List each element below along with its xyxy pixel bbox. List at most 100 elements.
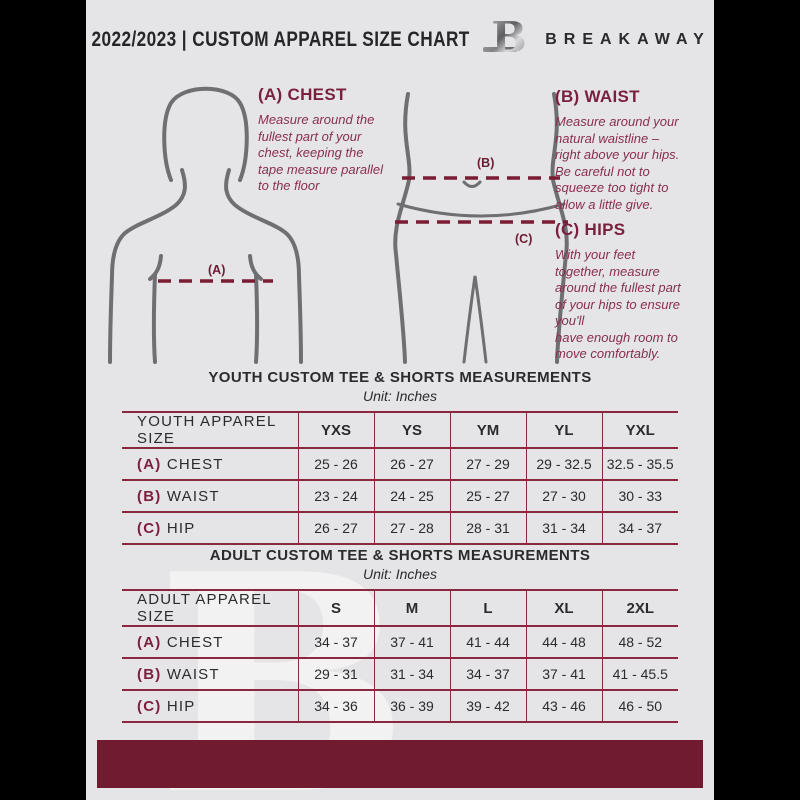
hips-instruction-body: With your feet together, measure around … (555, 247, 681, 361)
lower-torso-figure (393, 92, 569, 364)
adult-hip-row: (C) HIP 34 - 36 36 - 39 39 - 42 43 - 46 … (122, 689, 678, 723)
row-label-name: HIP (166, 519, 196, 537)
youth-col-header-size: YOUTH APPAREL SIZE (122, 411, 298, 448)
table-cell: 41 - 45.5 (601, 657, 678, 690)
row-label-prefix: (A) (137, 633, 162, 651)
figure-inner-legs (462, 275, 488, 364)
chest-instruction-body: Measure around the fullest part of your … (258, 112, 384, 193)
table-cell: 44 - 48 (525, 625, 602, 658)
chest-instruction-heading: (A) CHEST (258, 85, 347, 104)
table-cell: 46 - 50 (601, 689, 678, 723)
figure-label-waist: (B) (477, 156, 495, 170)
adult-col-header-s: S (297, 589, 374, 626)
footer-maroon-bar (97, 740, 703, 788)
row-label-prefix: (B) (137, 665, 162, 683)
adult-waist-row: (B) WAIST 29 - 31 31 - 34 34 - 37 37 - 4… (122, 657, 678, 690)
figure-right-armpit-side (248, 254, 263, 364)
header-title-wrap: 2022/2023 | CUSTOM APPAREL SIZE CHART (89, 28, 471, 52)
adult-col-header-size: ADULT APPAREL SIZE (122, 589, 298, 626)
adult-table-title: ADULT CUSTOM TEE & SHORTS MEASUREMENTS (209, 547, 591, 564)
youth-col-header-yxl: YXL (601, 411, 678, 448)
row-label-name: WAIST (166, 487, 220, 505)
youth-table-unit: Unit: Inches (363, 388, 437, 404)
figure-hip-curve (396, 202, 566, 218)
table-cell: 23 - 24 (297, 479, 374, 512)
logo-bar (483, 47, 518, 52)
table-cell: 34 - 37 (449, 657, 526, 690)
logo-letter: B (491, 13, 527, 62)
row-label-name: CHEST (166, 455, 224, 473)
table-cell: 27 - 28 (373, 511, 450, 545)
youth-col-header-yl: YL (525, 411, 602, 448)
upper-torso-figure (108, 86, 303, 364)
row-label-prefix: (C) (137, 519, 162, 537)
table-cell: 28 - 31 (449, 511, 526, 545)
row-label: (A) CHEST (122, 447, 298, 480)
table-cell: 25 - 27 (449, 479, 526, 512)
figure-label-chest: (A) (208, 263, 226, 277)
table-cell: 24 - 25 (373, 479, 450, 512)
table-cell: 30 - 33 (601, 479, 678, 512)
table-cell: 27 - 29 (449, 447, 526, 480)
figure-belly-button (462, 180, 482, 188)
header: 2022/2023 | CUSTOM APPAREL SIZE CHART B … (86, 0, 714, 80)
row-label: (B) WAIST (122, 479, 298, 512)
youth-size-table: YOUTH APPAREL SIZE YXS YS YM YL YXL (A) … (122, 411, 678, 545)
table-cell: 26 - 27 (373, 447, 450, 480)
flyer-page: B 2022/2023 | CUSTOM APPAREL SIZE CHART … (86, 0, 714, 800)
youth-hip-row: (C) HIP 26 - 27 27 - 28 28 - 31 31 - 34 … (122, 511, 678, 545)
table-cell: 31 - 34 (373, 657, 450, 690)
figure-right-shoulder-arm (224, 168, 303, 364)
adult-col-header-2xl: 2XL (601, 589, 678, 626)
figure-right-waist-hip-leg (550, 92, 569, 364)
table-cell: 37 - 41 (525, 657, 602, 690)
youth-waist-row: (B) WAIST 23 - 24 24 - 25 25 - 27 27 - 3… (122, 479, 678, 512)
table-cell: 36 - 39 (373, 689, 450, 723)
table-cell: 27 - 30 (525, 479, 602, 512)
adult-size-table: ADULT APPAREL SIZE S M L XL 2XL (A) CHES… (122, 589, 678, 723)
table-cell: 37 - 41 (373, 625, 450, 658)
page-title: 2022/2023 | CUSTOM APPAREL SIZE CHART (91, 28, 470, 51)
adult-col-header-xl: XL (525, 589, 602, 626)
adult-col-header-m: M (373, 589, 450, 626)
brand-name: BREAKAWAY (545, 31, 711, 48)
figure-left-armpit-side (148, 254, 163, 364)
youth-col-header-ym: YM (449, 411, 526, 448)
table-cell: 29 - 32.5 (525, 447, 602, 480)
youth-col-header-ys: YS (373, 411, 450, 448)
breakaway-logo-icon: B (483, 13, 533, 66)
table-cell: 43 - 46 (525, 689, 602, 723)
row-label-prefix: (B) (137, 487, 162, 505)
table-cell: 41 - 44 (449, 625, 526, 658)
row-label: (B) WAIST (122, 657, 298, 690)
table-cell: 34 - 37 (601, 511, 678, 545)
youth-table-header-row: YOUTH APPAREL SIZE YXS YS YM YL YXL (122, 411, 678, 448)
row-label-name: HIP (166, 697, 196, 715)
row-label-name: WAIST (166, 665, 220, 683)
row-label: (A) CHEST (122, 625, 298, 658)
adult-chest-row: (A) CHEST 34 - 37 37 - 41 41 - 44 44 - 4… (122, 625, 678, 658)
youth-col-header-yxs: YXS (297, 411, 374, 448)
row-label-prefix: (A) (137, 455, 162, 473)
waist-instruction-heading: (B) WAIST (555, 87, 640, 106)
adult-table-unit: Unit: Inches (363, 566, 437, 582)
row-label-prefix: (C) (137, 697, 162, 715)
table-cell: 32.5 - 35.5 (601, 447, 678, 480)
hips-instruction-heading: (C) HIPS (555, 220, 626, 239)
table-cell: 34 - 36 (297, 689, 374, 723)
youth-table-title: YOUTH CUSTOM TEE & SHORTS MEASUREMENTS (208, 369, 592, 386)
table-cell: 31 - 34 (525, 511, 602, 545)
adult-table-header-row: ADULT APPAREL SIZE S M L XL 2XL (122, 589, 678, 626)
waist-instruction-body: Measure around your natural waistline – … (555, 114, 680, 212)
table-cell: 48 - 52 (601, 625, 678, 658)
figure-label-hips: (C) (515, 232, 533, 246)
figure-left-waist-hip-leg (393, 92, 412, 364)
figure-head (162, 86, 249, 182)
table-cell: 34 - 37 (297, 625, 374, 658)
adult-col-header-l: L (449, 589, 526, 626)
table-cell: 25 - 26 (297, 447, 374, 480)
row-label: (C) HIP (122, 689, 298, 723)
youth-chest-row: (A) CHEST 25 - 26 26 - 27 27 - 29 29 - 3… (122, 447, 678, 480)
row-label: (C) HIP (122, 511, 298, 545)
